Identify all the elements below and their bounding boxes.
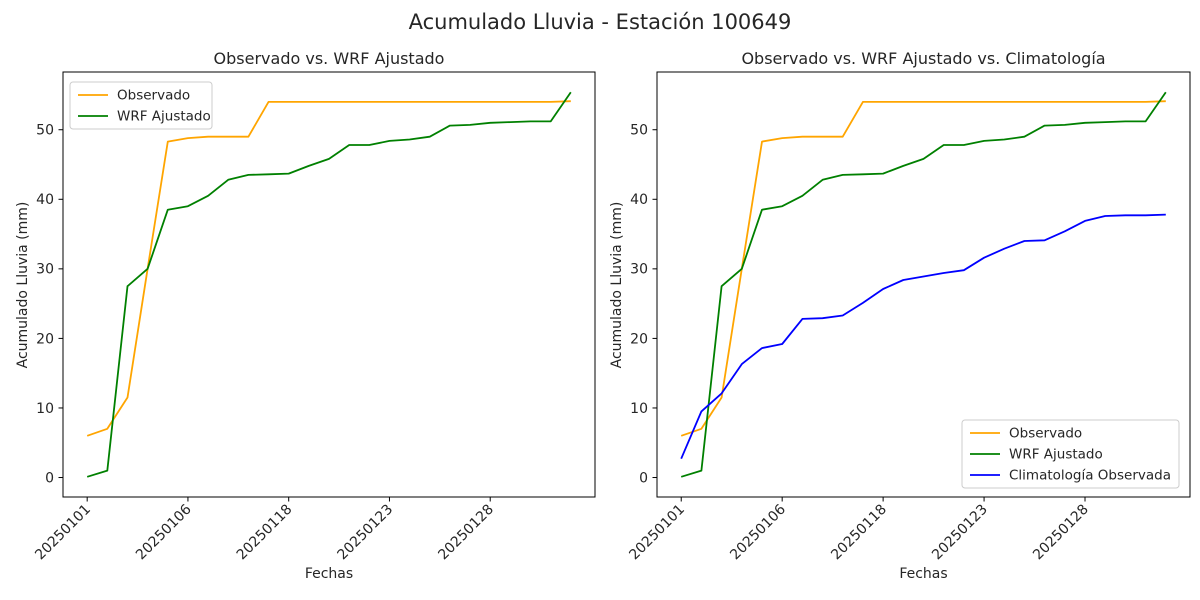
right-x-axis-label: Fechas — [899, 566, 948, 582]
observado-line — [86, 100, 571, 437]
x-tick-label: 20250128 — [1030, 502, 1092, 564]
y-tick-label: 10 — [630, 401, 648, 417]
x-tick-label: 20250128 — [435, 502, 497, 564]
right-legend: Observado WRF Ajustado Climatología Observ… — [961, 419, 1180, 489]
y-tick-label: 20 — [630, 331, 648, 347]
left-x-axis-label: Fechas — [304, 566, 354, 582]
y-tick-label: 0 — [639, 470, 648, 486]
legend-label: WRF Ajustado — [117, 109, 211, 125]
right-subplot-title: Observado vs. WRF Ajustado vs. Climatolo… — [741, 49, 1106, 68]
legend-label: Observado — [1009, 426, 1082, 442]
x-tick-label: 20250101 — [32, 502, 94, 564]
legend-box — [961, 419, 1180, 489]
legend-label: Observado — [117, 88, 190, 104]
x-tick-label: 20250106 — [727, 501, 789, 563]
wrf-ajustado-line — [680, 91, 1167, 478]
y-tick-label: 40 — [630, 192, 648, 208]
right-y-axis-label: Acumulado Lluvia (mm) — [609, 201, 625, 369]
y-tick-label: 50 — [36, 123, 54, 139]
wrf-ajustado-line — [86, 91, 572, 478]
observado-line — [680, 100, 1166, 437]
y-tick-label: 30 — [36, 262, 54, 278]
x-tick-label: 20250101 — [626, 502, 688, 564]
x-tick-label: 20250118 — [234, 502, 296, 564]
x-tick-label: 20250118 — [828, 502, 890, 564]
legend-box — [69, 81, 213, 130]
left-axes-frame — [62, 71, 596, 498]
climatolog-a-observada-line — [680, 213, 1166, 460]
left-y-axis-label: Acumulado Lluvia (mm) — [15, 201, 31, 369]
legend-label: Climatología Observada — [1009, 468, 1171, 484]
left-subplot-title: Observado vs. WRF Ajustado — [213, 49, 445, 68]
y-tick-label: 10 — [36, 401, 54, 417]
right-axes-frame — [656, 71, 1191, 498]
right-subplot: 0 10 20 30 40 50 20250101 20250106 20250118 20250… — [626, 71, 1191, 564]
x-tick-label: 20250106 — [133, 501, 195, 563]
left-subplot: 0 10 20 30 40 50 20250101 20250106 20250118 20250… — [32, 71, 596, 564]
x-tick-label: 20250123 — [929, 502, 991, 564]
y-tick-label: 30 — [630, 262, 648, 278]
y-tick-label: 0 — [45, 470, 54, 486]
y-tick-label: 20 — [36, 331, 54, 347]
figure-suptitle: Acumulado Lluvia - Estación 100649 — [408, 10, 792, 34]
x-tick-label: 20250123 — [335, 502, 397, 564]
y-tick-label: 40 — [36, 192, 54, 208]
legend-label: WRF Ajustado — [1009, 447, 1103, 463]
left-legend: Observado WRF Ajustado — [69, 81, 213, 130]
y-tick-label: 50 — [630, 123, 648, 139]
